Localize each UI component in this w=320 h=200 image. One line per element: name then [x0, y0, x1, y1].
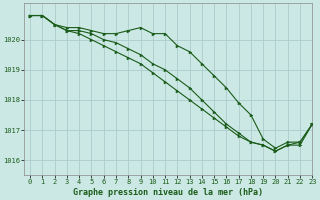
- X-axis label: Graphe pression niveau de la mer (hPa): Graphe pression niveau de la mer (hPa): [73, 188, 263, 197]
